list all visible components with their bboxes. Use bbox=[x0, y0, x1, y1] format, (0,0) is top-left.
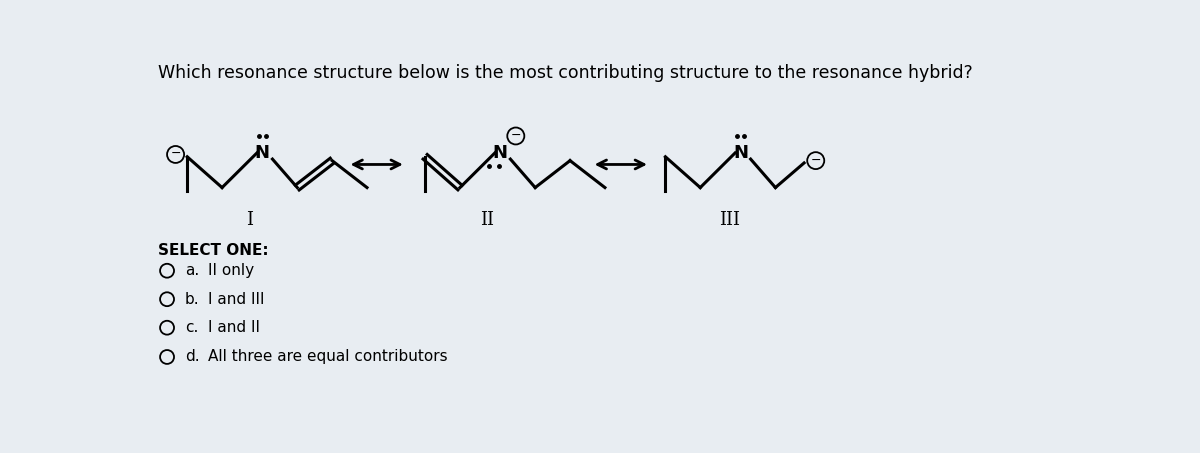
Text: N: N bbox=[254, 144, 270, 162]
Text: SELECT ONE:: SELECT ONE: bbox=[157, 243, 269, 258]
Text: I: I bbox=[246, 211, 253, 229]
Text: I and III: I and III bbox=[208, 292, 265, 307]
Text: III: III bbox=[719, 211, 740, 229]
Text: All three are equal contributors: All three are equal contributors bbox=[208, 349, 448, 365]
Text: b.: b. bbox=[185, 292, 199, 307]
Text: −: − bbox=[170, 147, 181, 160]
Text: −: − bbox=[810, 154, 821, 167]
Text: c.: c. bbox=[185, 320, 198, 335]
Text: Which resonance structure below is the most contributing structure to the resona: Which resonance structure below is the m… bbox=[157, 64, 972, 82]
Text: II only: II only bbox=[208, 263, 254, 278]
Text: I and II: I and II bbox=[208, 320, 260, 335]
Text: a.: a. bbox=[185, 263, 199, 278]
Text: N: N bbox=[493, 144, 508, 162]
Text: d.: d. bbox=[185, 349, 199, 365]
Text: −: − bbox=[510, 129, 521, 142]
Text: N: N bbox=[733, 144, 748, 162]
Text: II: II bbox=[480, 211, 494, 229]
